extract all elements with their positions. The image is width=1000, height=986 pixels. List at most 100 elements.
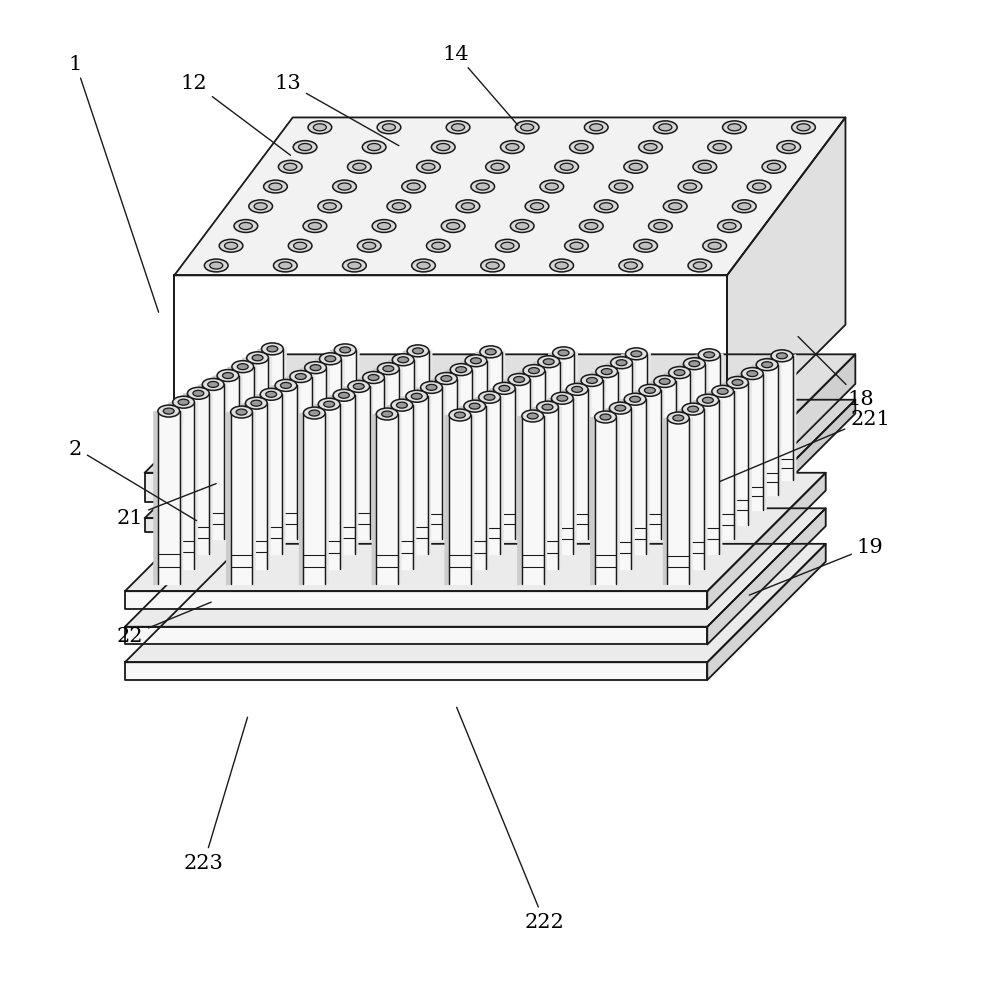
Polygon shape — [620, 400, 624, 556]
Ellipse shape — [252, 355, 263, 362]
Polygon shape — [694, 356, 698, 482]
Ellipse shape — [501, 243, 514, 250]
Ellipse shape — [392, 203, 405, 211]
Polygon shape — [305, 368, 326, 511]
Ellipse shape — [667, 412, 689, 425]
Ellipse shape — [713, 144, 726, 152]
Polygon shape — [414, 359, 417, 495]
Ellipse shape — [254, 203, 267, 211]
Polygon shape — [767, 357, 771, 482]
Polygon shape — [314, 404, 318, 570]
Polygon shape — [320, 359, 341, 495]
Ellipse shape — [669, 367, 690, 380]
Ellipse shape — [406, 390, 428, 403]
Polygon shape — [632, 362, 635, 495]
Polygon shape — [417, 387, 421, 540]
Ellipse shape — [689, 361, 700, 368]
Polygon shape — [391, 406, 413, 569]
Polygon shape — [737, 355, 855, 503]
Ellipse shape — [411, 393, 422, 400]
Polygon shape — [372, 414, 376, 586]
Ellipse shape — [639, 142, 662, 154]
Polygon shape — [683, 364, 705, 495]
Ellipse shape — [407, 183, 420, 191]
Ellipse shape — [555, 162, 578, 174]
Polygon shape — [460, 406, 464, 570]
Polygon shape — [793, 356, 796, 481]
Polygon shape — [158, 412, 180, 584]
Ellipse shape — [644, 144, 657, 152]
Ellipse shape — [479, 391, 500, 404]
Ellipse shape — [368, 375, 379, 382]
Ellipse shape — [762, 362, 773, 369]
Polygon shape — [544, 416, 547, 584]
Polygon shape — [737, 400, 855, 532]
Ellipse shape — [449, 409, 471, 422]
Polygon shape — [333, 396, 355, 554]
Ellipse shape — [396, 402, 407, 409]
Ellipse shape — [609, 181, 633, 193]
Polygon shape — [145, 400, 855, 519]
Ellipse shape — [432, 243, 445, 250]
Polygon shape — [254, 367, 257, 511]
Ellipse shape — [747, 181, 771, 193]
Polygon shape — [490, 389, 493, 540]
Polygon shape — [303, 414, 325, 584]
Polygon shape — [723, 384, 727, 527]
Ellipse shape — [776, 353, 787, 360]
Ellipse shape — [471, 358, 481, 365]
Polygon shape — [464, 406, 486, 569]
Polygon shape — [297, 385, 300, 540]
Ellipse shape — [417, 262, 430, 270]
Ellipse shape — [600, 203, 613, 211]
Ellipse shape — [339, 392, 349, 399]
Ellipse shape — [575, 144, 588, 152]
Ellipse shape — [210, 262, 223, 270]
Ellipse shape — [471, 181, 495, 193]
Polygon shape — [475, 397, 479, 556]
Polygon shape — [446, 370, 450, 511]
Polygon shape — [678, 410, 682, 570]
Polygon shape — [592, 372, 596, 511]
Polygon shape — [519, 371, 523, 511]
Ellipse shape — [377, 363, 399, 376]
Polygon shape — [635, 391, 639, 540]
Ellipse shape — [619, 260, 643, 273]
Ellipse shape — [634, 241, 657, 253]
Polygon shape — [663, 419, 667, 586]
Polygon shape — [680, 364, 683, 496]
Polygon shape — [622, 355, 625, 482]
Polygon shape — [268, 357, 271, 495]
Polygon shape — [247, 358, 268, 495]
Ellipse shape — [413, 348, 423, 355]
Polygon shape — [435, 380, 457, 525]
Ellipse shape — [521, 124, 534, 132]
Ellipse shape — [338, 183, 351, 191]
Ellipse shape — [654, 223, 667, 231]
Polygon shape — [607, 364, 611, 496]
Ellipse shape — [508, 374, 530, 387]
Ellipse shape — [387, 201, 411, 214]
Ellipse shape — [771, 350, 793, 363]
Ellipse shape — [629, 164, 642, 172]
Polygon shape — [392, 361, 414, 495]
Polygon shape — [472, 369, 475, 511]
Polygon shape — [479, 397, 500, 554]
Polygon shape — [719, 400, 722, 554]
Ellipse shape — [435, 373, 457, 386]
Polygon shape — [399, 368, 402, 511]
Polygon shape — [180, 410, 183, 584]
Polygon shape — [654, 382, 676, 525]
Ellipse shape — [279, 262, 292, 270]
Polygon shape — [534, 362, 538, 496]
Polygon shape — [184, 393, 187, 556]
Ellipse shape — [496, 241, 519, 253]
Ellipse shape — [717, 388, 728, 395]
Polygon shape — [271, 387, 275, 540]
Text: 12: 12 — [181, 74, 291, 156]
Ellipse shape — [187, 387, 209, 400]
Polygon shape — [500, 396, 503, 554]
Polygon shape — [631, 408, 634, 569]
Polygon shape — [748, 382, 751, 525]
Polygon shape — [194, 402, 197, 569]
